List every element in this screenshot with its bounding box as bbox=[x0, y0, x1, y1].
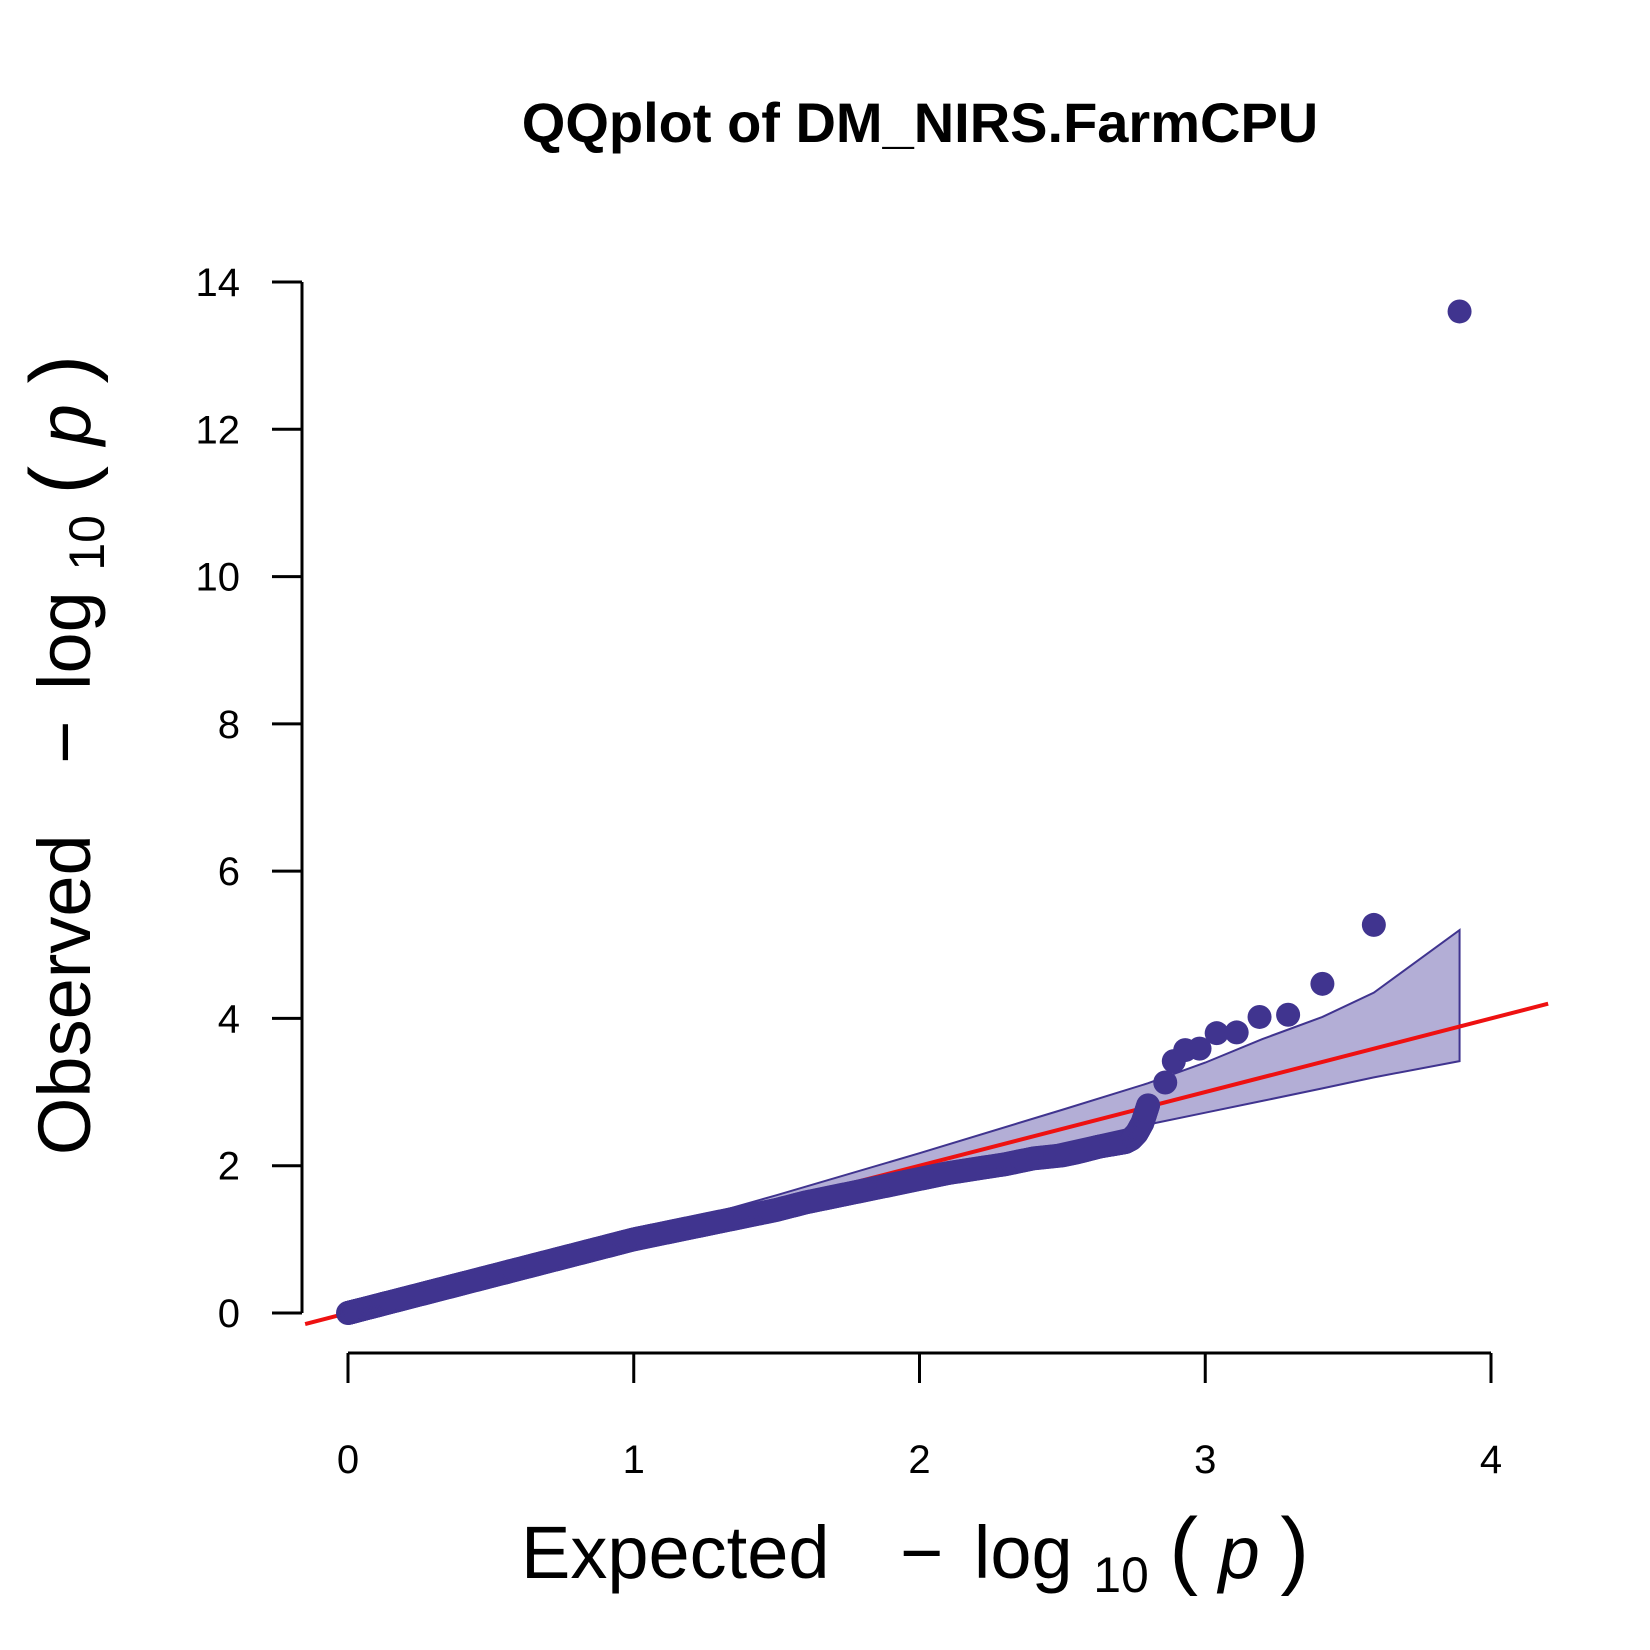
x-axis-label-minus: − bbox=[900, 1511, 943, 1594]
points-layer bbox=[336, 299, 1472, 1325]
y-tick-label: 8 bbox=[218, 703, 240, 747]
x-axis-label-open-paren: ( bbox=[1169, 1501, 1198, 1597]
data-point bbox=[1361, 912, 1386, 937]
x-axis-label-log: log bbox=[974, 1511, 1073, 1594]
x-tick-label: 0 bbox=[337, 1438, 359, 1482]
data-point bbox=[1135, 1096, 1160, 1121]
data-point bbox=[1187, 1036, 1212, 1061]
y-axis: 0 2 4 6 8 10 12 14 bbox=[196, 261, 304, 1336]
y-tick-label: 4 bbox=[218, 997, 240, 1041]
chart-title: QQplot of DM_NIRS.FarmCPU bbox=[522, 91, 1318, 154]
y-tick-label: 10 bbox=[196, 556, 241, 600]
x-axis-label: Expected − log 10 ( p ) bbox=[521, 1501, 1309, 1608]
data-point bbox=[1276, 1002, 1301, 1027]
data-point bbox=[1204, 1021, 1229, 1046]
data-point bbox=[1310, 971, 1335, 996]
y-axis-label-prefix: Observed bbox=[23, 834, 106, 1155]
x-tick-label: 4 bbox=[1480, 1438, 1502, 1482]
y-tick-label: 0 bbox=[218, 1292, 240, 1336]
y-axis-label-close-paren: ) bbox=[13, 355, 109, 384]
data-point bbox=[1447, 299, 1472, 324]
y-tick-label: 12 bbox=[196, 408, 241, 452]
x-tick-label: 1 bbox=[623, 1438, 645, 1482]
y-tick-label: 14 bbox=[196, 261, 241, 305]
x-axis-label-close-paren: ) bbox=[1280, 1501, 1309, 1597]
x-axis: 0 1 2 3 4 bbox=[337, 1351, 1502, 1482]
confidence-band bbox=[347, 928, 1461, 1314]
x-tick-label: 2 bbox=[908, 1438, 930, 1482]
x-axis-label-var: p bbox=[1217, 1511, 1260, 1594]
x-axis-label-prefix: Expected bbox=[521, 1511, 830, 1594]
y-axis-label-var: p bbox=[23, 404, 106, 447]
x-axis-label-sub: 10 bbox=[1093, 1547, 1149, 1603]
y-axis-label-open-paren: ( bbox=[13, 465, 109, 494]
y-tick-label: 6 bbox=[218, 850, 240, 894]
y-axis-label: Observed − log 10 ( p ) bbox=[13, 355, 120, 1155]
x-tick-label: 3 bbox=[1194, 1438, 1216, 1482]
data-point bbox=[1224, 1020, 1249, 1045]
data-point bbox=[1247, 1004, 1272, 1029]
y-axis-label-log: log bbox=[23, 591, 106, 690]
data-point bbox=[1153, 1070, 1178, 1095]
y-axis-label-sub: 10 bbox=[59, 515, 115, 571]
confidence-band-layer bbox=[347, 928, 1461, 1314]
y-axis-label-minus: − bbox=[23, 721, 106, 764]
y-tick-label: 2 bbox=[218, 1145, 240, 1189]
